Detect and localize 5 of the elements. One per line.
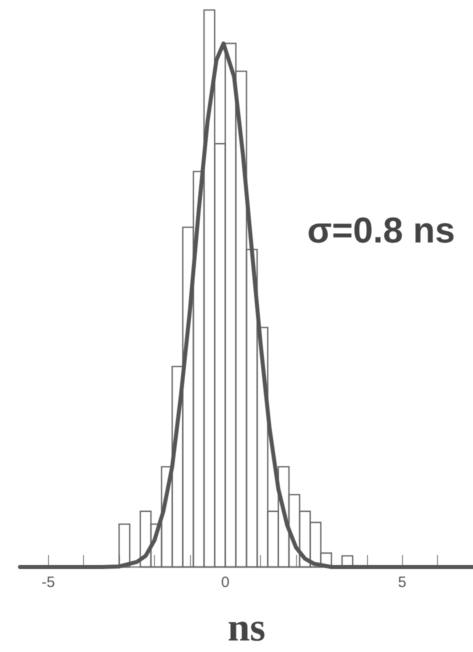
x-tick-label: 0 xyxy=(221,574,230,591)
x-tick-label: 5 xyxy=(398,574,406,591)
annotation: σ=0.8 ns xyxy=(307,210,456,250)
x-tick-label: -5 xyxy=(42,574,55,591)
x-axis-title: ns xyxy=(228,604,266,650)
